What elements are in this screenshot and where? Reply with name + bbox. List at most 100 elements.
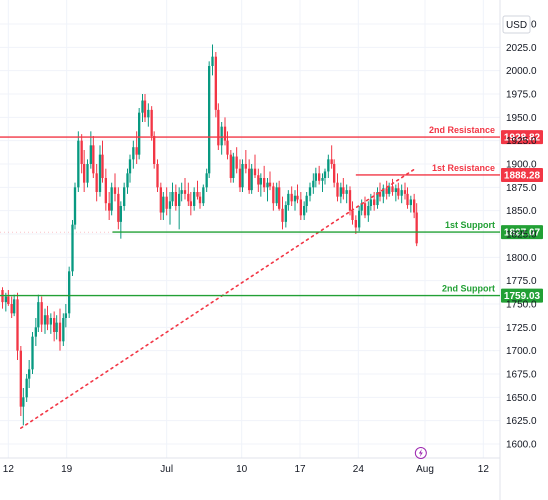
- y-tick-label: 1750.0: [506, 300, 537, 311]
- candle-body: [135, 147, 138, 155]
- candle-body: [40, 302, 43, 325]
- y-tick-label: 1975.0: [506, 90, 537, 101]
- candle-body: [80, 140, 83, 164]
- x-tick-label: 24: [353, 464, 365, 475]
- candle-body: [16, 299, 19, 351]
- candle-body: [385, 188, 388, 194]
- candle-body: [268, 182, 272, 187]
- trendline[interactable]: [20, 166, 418, 429]
- candle-body: [263, 178, 266, 188]
- level-price-badge: [501, 167, 543, 182]
- candle-body: [415, 212, 418, 244]
- candle-body: [178, 193, 181, 206]
- candle-body: [253, 168, 257, 176]
- candle-body: [413, 199, 416, 213]
- y-tick-label: 1925.0: [506, 136, 537, 147]
- candle-body: [358, 210, 361, 228]
- candle-body: [376, 192, 379, 206]
- candle-body: [391, 186, 394, 192]
- candle-body: [348, 190, 352, 211]
- candle-body: [104, 178, 107, 204]
- candle-body: [10, 304, 13, 314]
- candle-body: [101, 154, 104, 178]
- y-tick-label: 1625.0: [506, 416, 537, 427]
- candle-body: [92, 145, 95, 174]
- candle-body: [238, 168, 242, 188]
- candle-body: [117, 193, 120, 222]
- candle-body: [293, 195, 297, 202]
- candle-body: [303, 206, 306, 216]
- candle-body: [211, 56, 214, 66]
- candle-body: [208, 66, 211, 174]
- candle-body: [360, 203, 363, 211]
- candle-body: [132, 147, 135, 160]
- candle-body: [345, 190, 348, 194]
- candle-body: [73, 187, 77, 225]
- candle-body: [171, 192, 174, 202]
- candle-body: [150, 109, 153, 136]
- candle-body: [128, 159, 132, 174]
- candle-body: [235, 156, 238, 169]
- candle-body: [126, 173, 129, 188]
- candle-body: [299, 199, 302, 216]
- candle-body: [287, 193, 290, 206]
- candle-body: [333, 164, 336, 183]
- candle-body: [217, 109, 220, 146]
- candle-body: [141, 100, 144, 113]
- candle-body: [34, 327, 37, 337]
- candle-body: [244, 164, 247, 169]
- x-tick-label: 19: [61, 464, 73, 475]
- candle-body: [147, 109, 150, 118]
- y-tick-label: 2025.0: [506, 43, 537, 54]
- candle-body: [71, 224, 74, 272]
- candle-body: [193, 192, 196, 206]
- candle-body: [229, 154, 232, 178]
- candle-body: [205, 173, 208, 188]
- candle-body: [312, 180, 315, 188]
- currency-box[interactable]: [502, 15, 531, 34]
- candle-body: [180, 190, 183, 194]
- candle-body: [37, 302, 40, 328]
- candle-body: [330, 159, 333, 164]
- candle-body: [143, 100, 147, 118]
- candle-body: [272, 186, 275, 204]
- candle-body: [266, 182, 269, 188]
- y-tick-label: 1600.0: [506, 440, 537, 451]
- currency-label[interactable]: USD: [506, 20, 527, 31]
- candle-body: [55, 322, 58, 332]
- candle-body: [354, 220, 357, 228]
- candle-body: [397, 188, 400, 196]
- candle-body: [382, 188, 385, 197]
- candle-body: [13, 299, 16, 314]
- y-tick-label: 1800.0: [506, 253, 537, 264]
- candle-body: [53, 318, 56, 332]
- candle-body: [25, 378, 28, 398]
- candle-body: [153, 136, 156, 164]
- y-tick-label: 1650.0: [506, 393, 537, 404]
- level-price-text: 1827.07: [504, 228, 541, 239]
- level-label-4: 2nd Support: [442, 284, 495, 294]
- y-tick-label: 1900.0: [506, 160, 537, 171]
- x-tick-label: 17: [294, 464, 306, 475]
- candle-body: [281, 208, 284, 222]
- candle-body: [138, 112, 141, 155]
- candle-body: [232, 156, 235, 178]
- candle-body: [189, 201, 192, 206]
- candle-body: [183, 190, 187, 194]
- candle-body: [290, 193, 293, 202]
- candle-body: [241, 164, 244, 188]
- level-price-badge: [501, 288, 543, 303]
- candle-body: [342, 187, 345, 194]
- candle-body: [339, 187, 342, 197]
- candle-body: [187, 193, 190, 202]
- y-tick-label: 1775.0: [506, 276, 537, 287]
- candle-body: [259, 178, 262, 185]
- candle-body: [378, 192, 382, 197]
- candle-body: [351, 210, 354, 220]
- candle-body: [226, 140, 229, 155]
- candle-body: [284, 205, 287, 222]
- level-price-text: 1888.28: [504, 170, 541, 181]
- x-tick-label: 12: [478, 464, 490, 475]
- candle-body: [403, 190, 407, 194]
